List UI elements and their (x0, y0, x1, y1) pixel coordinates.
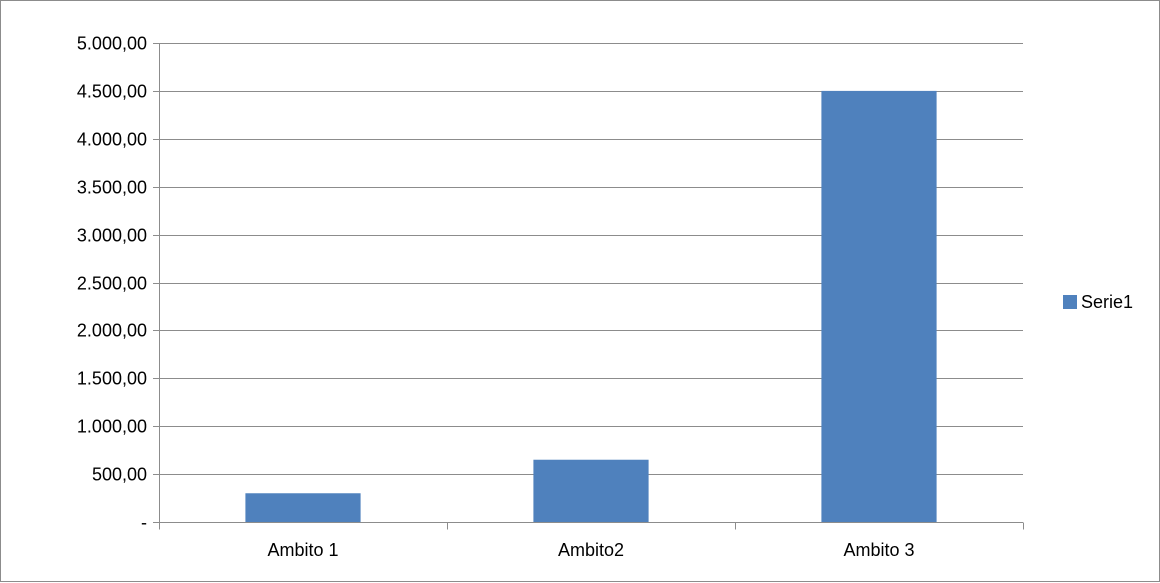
y-tick-label: 1.000,00 (77, 417, 147, 437)
bar (245, 493, 361, 522)
x-tick-label: Ambito 1 (267, 540, 338, 560)
legend-swatch (1063, 295, 1077, 309)
y-tick-labels: - 500,00 1.000,00 1.500,00 2.000,00 2.500,00 3… (77, 34, 147, 533)
y-tick-label: 4.500,00 (77, 82, 147, 102)
gridlines (159, 43, 1023, 475)
y-tick-label: 3.500,00 (77, 178, 147, 198)
y-tick-label: 5.000,00 (77, 34, 147, 54)
bars (245, 90, 937, 523)
bar (533, 459, 649, 522)
axes (153, 43, 1024, 530)
y-tick-label: - (141, 513, 147, 533)
y-tick-label: 2.500,00 (77, 274, 147, 294)
y-tick-label: 1.500,00 (77, 369, 147, 389)
y-tick-label: 2.000,00 (77, 321, 147, 341)
x-tick-label: Ambito 3 (843, 540, 914, 560)
x-tick-labels: Ambito 1 Ambito2 Ambito 3 (267, 540, 914, 560)
y-tick-label: 500,00 (92, 465, 147, 485)
legend: Serie1 (1063, 292, 1133, 312)
bar (821, 90, 937, 523)
y-tick-label: 3.000,00 (77, 226, 147, 246)
legend-label: Serie1 (1081, 292, 1133, 312)
x-tick-label: Ambito2 (558, 540, 624, 560)
y-tick-label: 4.000,00 (77, 130, 147, 150)
